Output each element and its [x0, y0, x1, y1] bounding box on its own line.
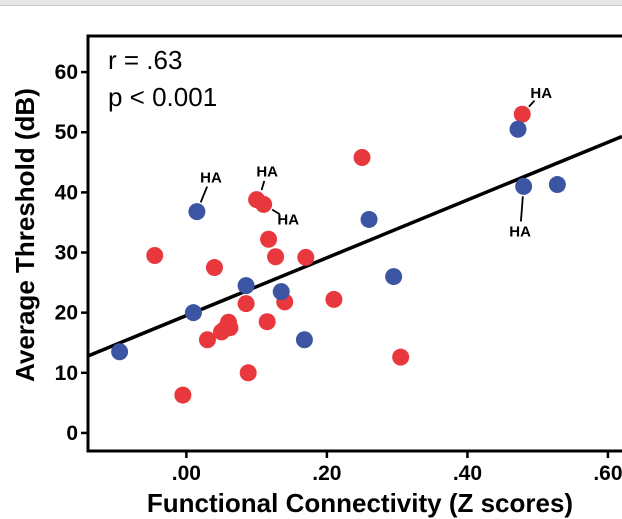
annotation-label: HA [256, 163, 278, 180]
data-point-red [239, 364, 257, 382]
annotation-leader [199, 186, 209, 203]
data-point-blue [237, 277, 255, 295]
data-point-red [221, 319, 239, 337]
stat-p: p < 0.001 [108, 82, 217, 112]
annotation-label: HA [277, 211, 299, 228]
data-point-red [174, 386, 192, 404]
top-border [0, 0, 622, 6]
data-point-blue [111, 343, 129, 361]
data-point-red [260, 230, 278, 248]
data-point-blue [360, 210, 378, 228]
data-point-blue [184, 304, 202, 322]
data-point-red [513, 105, 531, 123]
data-point-red [267, 248, 285, 266]
points-layer [111, 105, 566, 404]
x-tick-label: .20 [312, 462, 341, 485]
data-point-red [325, 290, 343, 308]
plot-frame [86, 34, 622, 453]
x-tick-label: .00 [172, 462, 201, 485]
annotation-leader [260, 180, 266, 191]
data-point-red [198, 331, 216, 349]
data-point-blue [515, 177, 533, 195]
data-point-red [392, 348, 410, 366]
data-point-blue [385, 268, 403, 286]
data-point-red [205, 259, 223, 277]
data-point-blue [295, 331, 313, 349]
annotation-leader [528, 99, 536, 108]
trendline-layer [87, 134, 622, 358]
data-point-blue [548, 176, 566, 194]
data-point-red [297, 248, 315, 266]
annotation-layer: HA HA HA HA HA [199, 85, 552, 240]
y-tick-label: 50 [55, 121, 78, 144]
x-tick-label: .60 [593, 462, 622, 485]
regression-line [87, 134, 622, 358]
y-tick-label: 10 [55, 362, 78, 385]
data-point-red [237, 295, 255, 313]
y-tick-label: 30 [55, 242, 78, 265]
stat-r: r = .63 [108, 45, 182, 75]
data-point-blue [188, 203, 206, 221]
data-point-blue [509, 120, 527, 138]
data-point-blue [272, 283, 290, 301]
x-tick-label: .40 [453, 462, 482, 485]
y-tick-label: 0 [66, 422, 78, 445]
annotation-label: HA [509, 223, 531, 240]
annotation-leader [271, 208, 281, 215]
ticks-layer: 0 10 20 30 40 50 60 .00 .20 .40 .60 [55, 61, 622, 485]
x-axis-title: Functional Connectivity (Z scores) [147, 488, 573, 518]
plot-area: HA HA HA HA HA [86, 34, 622, 453]
annotation-label: HA [200, 169, 222, 186]
annotation-leader [519, 196, 524, 222]
annotation-label: HA [530, 85, 552, 102]
y-tick-label: 60 [55, 61, 78, 84]
y-axis-title: Average Threshold (dB) [10, 88, 40, 382]
data-point-red [258, 313, 276, 331]
data-point-red [146, 247, 164, 265]
y-tick-label: 20 [55, 302, 78, 325]
data-point-red [255, 195, 273, 213]
data-point-red [353, 148, 371, 166]
y-tick-label: 40 [55, 181, 78, 204]
